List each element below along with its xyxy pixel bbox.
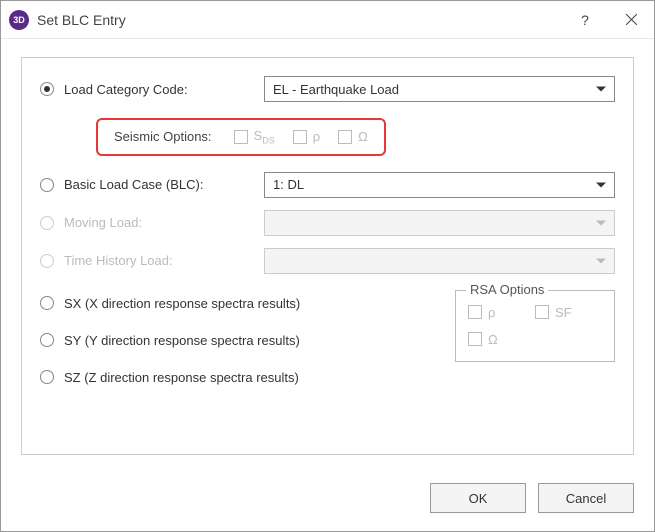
chevron-down-icon [596, 258, 606, 263]
moving-load-row: Moving Load: [40, 210, 615, 236]
sy-radio[interactable] [40, 333, 54, 347]
time-history-select [264, 248, 615, 274]
close-button[interactable] [608, 1, 654, 39]
spectra-column: SX (X direction response spectra results… [40, 286, 435, 407]
bottom-area: SX (X direction response spectra results… [40, 286, 615, 407]
load-category-select[interactable]: EL - Earthquake Load [264, 76, 615, 102]
dialog: 3D Set BLC Entry ? Load Category Code: E… [0, 0, 655, 532]
seismic-options-box: Seismic Options: SDS ρ Ω [96, 118, 386, 156]
sz-radio[interactable] [40, 370, 54, 384]
sy-row: SY (Y direction response spectra results… [40, 333, 435, 348]
blc-radio[interactable] [40, 178, 54, 192]
sz-row: SZ (Z direction response spectra results… [40, 370, 435, 385]
load-category-value: EL - Earthquake Load [273, 82, 399, 97]
blc-value: 1: DL [273, 177, 304, 192]
checkbox-icon [338, 130, 352, 144]
time-history-radio [40, 254, 54, 268]
seismic-omega-label: Ω [358, 129, 368, 144]
rsa-options-box: RSA Options ρ SF Ω [455, 290, 615, 362]
rsa-sf-checkbox[interactable]: SF [535, 305, 602, 320]
sy-label: SY (Y direction response spectra results… [64, 333, 300, 348]
cancel-button[interactable]: Cancel [538, 483, 634, 513]
chevron-down-icon [596, 220, 606, 225]
blc-label: Basic Load Case (BLC): [64, 177, 264, 192]
rsa-rho-checkbox[interactable]: ρ [468, 305, 535, 320]
app-icon: 3D [9, 10, 29, 30]
moving-load-label: Moving Load: [64, 215, 264, 230]
rsa-omega-label: Ω [488, 332, 498, 347]
chevron-down-icon [596, 182, 606, 187]
seismic-options-label: Seismic Options: [114, 129, 212, 144]
ok-button[interactable]: OK [430, 483, 526, 513]
main-groupbox: Load Category Code: EL - Earthquake Load… [21, 57, 634, 455]
rsa-options-legend: RSA Options [466, 282, 548, 297]
load-category-label: Load Category Code: [64, 82, 264, 97]
moving-load-select [264, 210, 615, 236]
sz-label: SZ (Z direction response spectra results… [64, 370, 299, 385]
rsa-sf-label: SF [555, 305, 572, 320]
load-category-radio[interactable] [40, 82, 54, 96]
seismic-rho-label: ρ [313, 129, 320, 144]
seismic-sds-label: SDS [254, 128, 275, 146]
checkbox-icon [468, 305, 482, 319]
seismic-sds-checkbox[interactable]: SDS [234, 128, 275, 146]
load-category-row: Load Category Code: EL - Earthquake Load [40, 76, 615, 102]
blc-row: Basic Load Case (BLC): 1: DL [40, 172, 615, 198]
checkbox-icon [234, 130, 248, 144]
time-history-row: Time History Load: [40, 248, 615, 274]
rsa-omega-checkbox[interactable]: Ω [468, 332, 535, 347]
sx-label: SX (X direction response spectra results… [64, 296, 300, 311]
close-icon [626, 14, 637, 25]
seismic-rho-checkbox[interactable]: ρ [293, 129, 320, 144]
chevron-down-icon [596, 87, 606, 92]
moving-load-radio [40, 216, 54, 230]
checkbox-icon [293, 130, 307, 144]
checkbox-icon [468, 332, 482, 346]
help-button[interactable]: ? [562, 1, 608, 39]
content-area: Load Category Code: EL - Earthquake Load… [1, 39, 654, 469]
sx-row: SX (X direction response spectra results… [40, 296, 435, 311]
time-history-label: Time History Load: [64, 253, 264, 268]
footer: OK Cancel [1, 469, 654, 531]
seismic-omega-checkbox[interactable]: Ω [338, 129, 368, 144]
dialog-title: Set BLC Entry [37, 12, 126, 28]
titlebar: 3D Set BLC Entry ? [1, 1, 654, 39]
blc-select[interactable]: 1: DL [264, 172, 615, 198]
sx-radio[interactable] [40, 296, 54, 310]
checkbox-icon [535, 305, 549, 319]
rsa-rho-label: ρ [488, 305, 495, 320]
